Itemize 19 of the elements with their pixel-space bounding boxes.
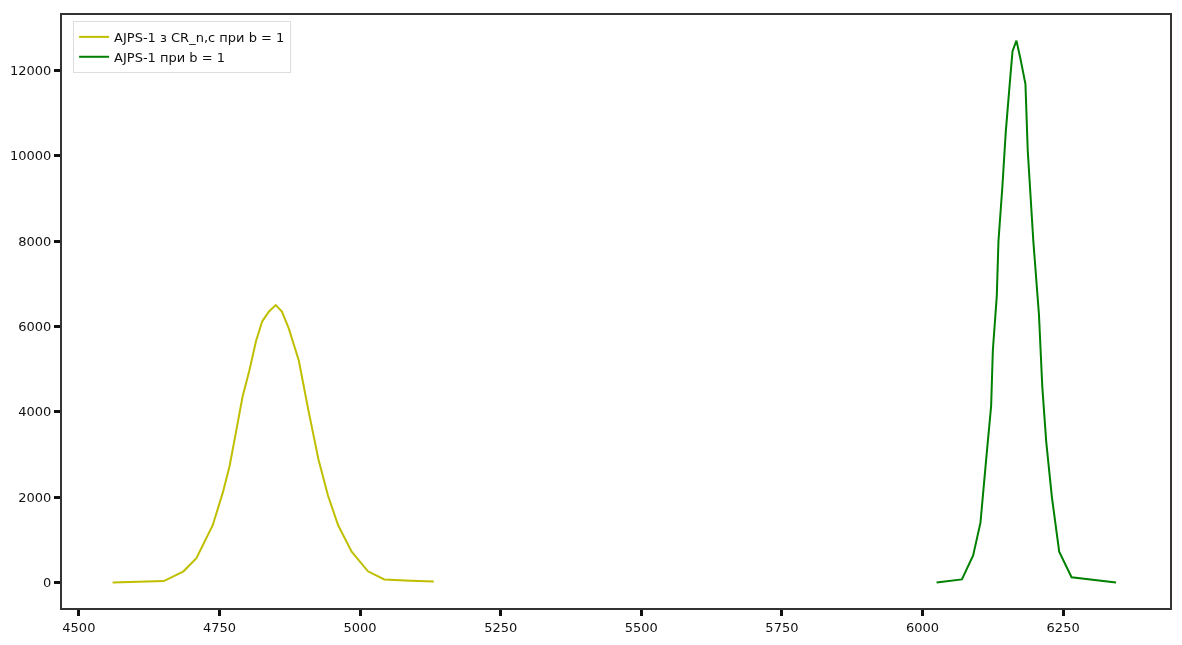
y-tick-label: 12000 [10, 63, 52, 79]
y-tick-label: 0 [43, 574, 52, 590]
y-tick-label: 10000 [10, 148, 52, 164]
x-tick-label: 5750 [765, 619, 799, 635]
line-series [935, 39, 1118, 584]
y-tick-label: 4000 [18, 404, 52, 420]
line-series [111, 304, 435, 584]
x-tick-label: 6250 [1046, 619, 1080, 635]
legend-label: AJPS-1 при b = 1 [114, 49, 226, 65]
y-tick-label: 8000 [18, 233, 52, 249]
y-tick-label: 2000 [18, 489, 52, 505]
x-tick-label: 5250 [484, 619, 518, 635]
x-tick-label: 5500 [624, 619, 658, 635]
x-tick-label: 4500 [62, 619, 96, 635]
x-tick-label: 5000 [343, 619, 377, 635]
legend-label: AJPS-1 з CR_n,c при b = 1 [114, 29, 285, 45]
x-tick-label: 4750 [202, 619, 237, 635]
y-tick-label: 6000 [18, 318, 52, 334]
x-tick-label: 6000 [905, 619, 940, 635]
